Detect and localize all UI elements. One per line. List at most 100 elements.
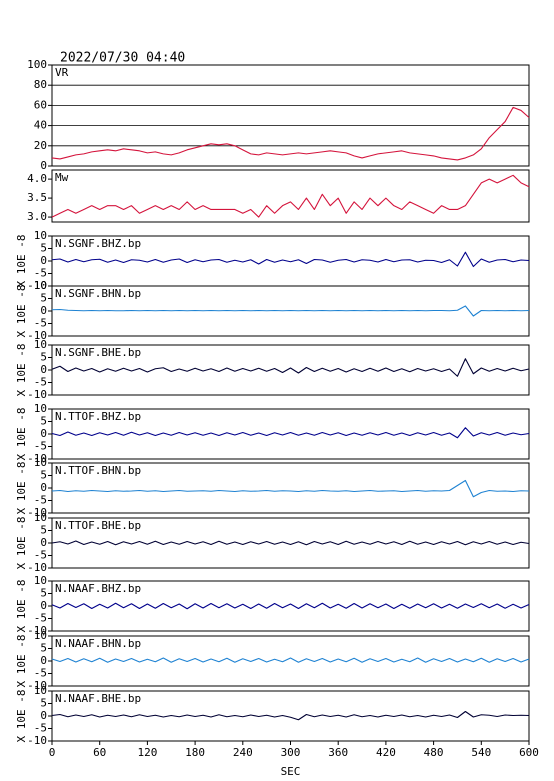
y-tick-label: 10 — [34, 456, 47, 469]
x-axis-label: SEC — [281, 765, 301, 778]
x-tick-label: 540 — [471, 746, 491, 759]
y-axis-label: X 10E -8 — [15, 517, 28, 570]
y-tick-label: -5 — [34, 440, 47, 453]
x-tick-label: 480 — [424, 746, 444, 759]
y-tick-label: 0 — [40, 159, 47, 172]
y-tick-label: -10 — [27, 734, 47, 747]
x-tick-label: 240 — [233, 746, 253, 759]
y-tick-label: -10 — [27, 679, 47, 692]
y-tick-label: -10 — [27, 624, 47, 637]
y-tick-label: -5 — [34, 722, 47, 735]
y-tick-label: 3.5 — [27, 191, 47, 204]
y-tick-label: 0 — [40, 254, 47, 267]
y-tick-label: 80 — [34, 78, 47, 91]
y-tick-label: 0 — [40, 304, 47, 317]
panel-label: N.NAAF.BHE.bp — [55, 692, 141, 705]
x-tick-label: 180 — [185, 746, 205, 759]
trace — [51, 540, 530, 546]
panel-label: N.SGNF.BHE.bp — [55, 346, 141, 359]
trace — [51, 358, 530, 377]
y-tick-label: 5 — [40, 415, 47, 428]
y-axis-label: X 10E -8 — [15, 635, 28, 688]
y-tick-label: 5 — [40, 292, 47, 305]
y-tick-label: -5 — [34, 667, 47, 680]
y-tick-label: -10 — [27, 506, 47, 519]
y-axis-label: X 10E -8 — [15, 344, 28, 397]
y-axis-label: X 10E -8 — [15, 580, 28, 633]
y-tick-label: -5 — [34, 549, 47, 562]
y-tick-label: 40 — [34, 119, 47, 132]
y-tick-label: 5 — [40, 587, 47, 600]
trace — [51, 305, 530, 317]
trace — [51, 251, 530, 268]
y-tick-label: 0 — [40, 709, 47, 722]
panel-label: N.NAAF.BHZ.bp — [55, 582, 141, 595]
y-tick-label: 5 — [40, 242, 47, 255]
y-tick-label: 5 — [40, 642, 47, 655]
y-tick-label: 5 — [40, 351, 47, 364]
y-tick-label: -10 — [27, 279, 47, 292]
y-tick-label: 10 — [34, 684, 47, 697]
x-tick-label: 420 — [376, 746, 396, 759]
y-tick-label: 100 — [27, 58, 47, 71]
y-tick-label: -10 — [27, 329, 47, 342]
panel-label: VR — [55, 66, 69, 79]
y-tick-label: 4.0 — [27, 172, 47, 185]
trace — [51, 106, 530, 161]
y-tick-label: 20 — [34, 139, 47, 152]
panel-label: N.SGNF.BHN.bp — [55, 287, 141, 300]
y-tick-label: 5 — [40, 469, 47, 482]
y-tick-label: -10 — [27, 452, 47, 465]
y-tick-label: 0 — [40, 427, 47, 440]
panel-label: N.TTOF.BHN.bp — [55, 464, 141, 477]
y-tick-label: 0 — [40, 363, 47, 376]
y-tick-label: -5 — [34, 267, 47, 280]
y-tick-label: 10 — [34, 511, 47, 524]
y-tick-label: -5 — [34, 376, 47, 389]
x-tick-label: 360 — [328, 746, 348, 759]
y-tick-label: -5 — [34, 317, 47, 330]
y-axis-label: X 10E -8 — [15, 408, 28, 461]
y-axis-label: X 10E -8 — [15, 690, 28, 743]
panel-label: N.SGNF.BHZ.bp — [55, 237, 141, 250]
trace — [51, 710, 530, 721]
y-tick-label: 10 — [34, 574, 47, 587]
y-tick-label: 10 — [34, 279, 47, 292]
y-tick-label: -10 — [27, 561, 47, 574]
x-tick-label: 300 — [281, 746, 301, 759]
y-tick-label: 10 — [34, 629, 47, 642]
y-tick-label: -5 — [34, 612, 47, 625]
panel-label: N.TTOF.BHZ.bp — [55, 410, 141, 423]
y-tick-label: 10 — [34, 402, 47, 415]
x-tick-label: 600 — [519, 746, 539, 759]
y-tick-label: 10 — [34, 229, 47, 242]
y-tick-label: 0 — [40, 654, 47, 667]
trace — [51, 479, 530, 498]
panel-label: N.NAAF.BHN.bp — [55, 637, 141, 650]
y-tick-label: 60 — [34, 98, 47, 111]
x-tick-label: 0 — [49, 746, 56, 759]
y-tick-label: 0 — [40, 481, 47, 494]
panel-label: N.TTOF.BHE.bp — [55, 519, 141, 532]
y-axis-label: X 10E -8 — [15, 285, 28, 338]
panel-label: Mw — [55, 171, 69, 184]
trace — [51, 602, 530, 610]
panel-frame — [51, 64, 530, 167]
y-axis-label: X 10E -8 — [15, 235, 28, 288]
trace — [51, 427, 530, 439]
trace — [51, 174, 530, 218]
panel-frame — [51, 169, 530, 223]
y-tick-label: -5 — [34, 494, 47, 507]
y-tick-label: 10 — [34, 338, 47, 351]
trace — [51, 657, 530, 663]
y-tick-label: 5 — [40, 697, 47, 710]
y-tick-label: 0 — [40, 536, 47, 549]
x-tick-label: 60 — [93, 746, 106, 759]
y-axis-label: X 10E -8 — [15, 462, 28, 515]
y-tick-label: 5 — [40, 524, 47, 537]
y-tick-label: 0 — [40, 599, 47, 612]
x-tick-label: 120 — [137, 746, 157, 759]
chart-title: 2022/07/30 04:40 — [60, 51, 185, 66]
